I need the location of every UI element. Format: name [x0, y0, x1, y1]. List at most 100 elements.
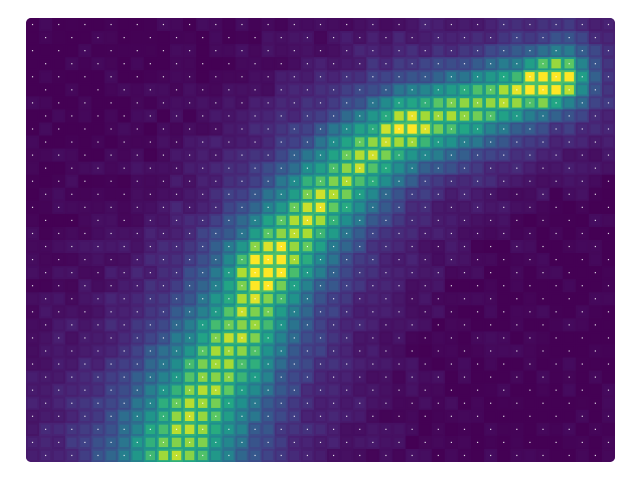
- heatmap-cell: [132, 320, 142, 330]
- heatmap-cell: [472, 189, 483, 199]
- heatmap-cell: [145, 176, 156, 186]
- heatmap-cell: [263, 424, 273, 435]
- stipple-dot: [385, 219, 387, 222]
- heatmap-cell: [485, 359, 496, 369]
- stipple-dot: [71, 298, 73, 300]
- stipple-dot: [346, 206, 348, 208]
- stipple-dot: [110, 258, 112, 261]
- stipple-dot: [45, 193, 47, 195]
- stipple-dot: [516, 454, 518, 457]
- heatmap-cell: [472, 372, 483, 382]
- heatmap-cell: [237, 215, 247, 226]
- heatmap-cell: [224, 281, 234, 291]
- heatmap-cell: [67, 19, 77, 30]
- stipple-dot: [372, 415, 374, 417]
- heatmap-cell: [485, 281, 496, 291]
- heatmap-cell: [577, 111, 587, 121]
- stipple-dot: [280, 272, 282, 274]
- stipple-dot: [319, 311, 322, 313]
- heatmap-cell: [420, 137, 430, 147]
- heatmap-cell: [93, 333, 103, 343]
- heatmap-cell: [407, 202, 417, 213]
- stipple-dot: [359, 272, 361, 274]
- stipple-dot: [516, 428, 518, 430]
- heatmap-cell: [381, 281, 391, 291]
- stipple-dot: [149, 89, 151, 91]
- stipple-dot: [293, 389, 295, 391]
- stipple-dot: [189, 311, 191, 313]
- heatmap-cell: [289, 241, 300, 252]
- heatmap-cell: [525, 163, 535, 173]
- heatmap-cell: [276, 98, 286, 108]
- heatmap-cell: [132, 267, 142, 278]
- stipple-dot: [293, 180, 295, 182]
- stipple-dot: [267, 128, 269, 130]
- stipple-dot: [463, 402, 466, 404]
- stipple-dot: [306, 324, 309, 326]
- stipple-dot: [529, 258, 531, 261]
- heatmap-cell: [577, 85, 587, 95]
- stipple-dot: [346, 232, 348, 235]
- stipple-dot: [319, 180, 322, 182]
- stipple-dot: [123, 245, 125, 248]
- heatmap-cell: [577, 32, 587, 43]
- stipple-dot: [529, 76, 531, 78]
- stipple-dot: [280, 245, 282, 248]
- heatmap-cell: [145, 385, 156, 395]
- stipple-dot: [267, 258, 269, 261]
- heatmap-cell: [237, 241, 247, 252]
- heatmap-cell: [590, 254, 601, 265]
- heatmap-cell: [27, 32, 38, 43]
- stipple-dot: [254, 36, 256, 39]
- stipple-dot: [490, 193, 492, 195]
- heatmap-cell: [27, 450, 38, 461]
- heatmap-cell: [171, 333, 182, 343]
- heatmap-cell: [459, 72, 470, 82]
- stipple-dot: [280, 219, 282, 222]
- heatmap-cell: [472, 59, 483, 69]
- stipple-dot: [490, 272, 492, 274]
- stipple-dot: [149, 36, 151, 39]
- stipple-dot: [463, 36, 466, 39]
- stipple-dot: [411, 324, 413, 326]
- stipple-dot: [31, 363, 34, 365]
- stipple-dot: [463, 245, 466, 248]
- stipple-dot: [607, 311, 610, 313]
- heatmap-cell: [263, 85, 273, 95]
- heatmap-cell: [525, 320, 535, 330]
- stipple-dot: [71, 89, 73, 91]
- heatmap-cell: [67, 437, 77, 448]
- heatmap-cell: [106, 163, 116, 173]
- heatmap-cell: [512, 307, 522, 317]
- stipple-dot: [398, 285, 400, 287]
- heatmap-cell: [459, 254, 470, 265]
- heatmap-cell: [276, 281, 286, 291]
- stipple-dot: [594, 115, 596, 117]
- heatmap-cell: [315, 163, 326, 173]
- stipple-dot: [411, 89, 413, 91]
- stipple-dot: [568, 245, 570, 248]
- stipple-dot: [215, 50, 217, 52]
- stipple-dot: [293, 23, 295, 26]
- stipple-dot: [149, 350, 151, 352]
- stipple-dot: [568, 454, 570, 457]
- heatmap-cell: [355, 411, 365, 421]
- stipple-dot: [149, 454, 151, 457]
- stipple-dot: [189, 206, 191, 208]
- heatmap-cell: [564, 202, 574, 213]
- stipple-dot: [254, 193, 256, 195]
- stipple-dot: [267, 389, 269, 391]
- heatmap-cell: [564, 176, 574, 186]
- stipple-dot: [215, 311, 217, 313]
- stipple-dot: [202, 36, 204, 39]
- heatmap-cell: [211, 137, 221, 147]
- heatmap-cell: [328, 333, 339, 343]
- stipple-dot: [607, 363, 610, 365]
- stipple-dot: [398, 102, 400, 104]
- stipple-dot: [71, 167, 73, 169]
- stipple-dot: [372, 363, 374, 365]
- heatmap-cell: [250, 254, 260, 265]
- stipple-dot: [45, 167, 47, 169]
- heatmap-cell: [40, 385, 51, 395]
- heatmap-cell: [171, 150, 182, 160]
